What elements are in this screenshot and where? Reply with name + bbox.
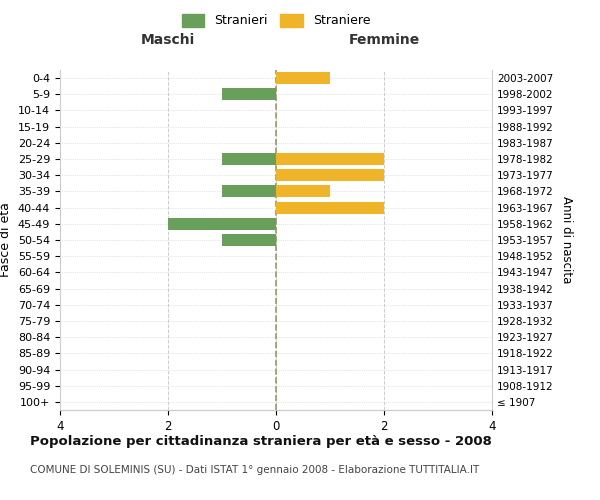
Text: Femmine: Femmine bbox=[349, 34, 419, 48]
Text: COMUNE DI SOLEMINIS (SU) - Dati ISTAT 1° gennaio 2008 - Elaborazione TUTTITALIA.: COMUNE DI SOLEMINIS (SU) - Dati ISTAT 1°… bbox=[30, 465, 479, 475]
Bar bbox=[276, 169, 384, 181]
Bar bbox=[222, 153, 276, 165]
Bar bbox=[222, 234, 276, 246]
Y-axis label: Fasce di età: Fasce di età bbox=[0, 202, 13, 278]
Text: Popolazione per cittadinanza straniera per età e sesso - 2008: Popolazione per cittadinanza straniera p… bbox=[30, 435, 492, 448]
Text: Maschi: Maschi bbox=[141, 34, 195, 48]
Bar bbox=[276, 153, 384, 165]
Bar bbox=[222, 186, 276, 198]
Bar bbox=[276, 186, 330, 198]
Y-axis label: Anni di nascita: Anni di nascita bbox=[560, 196, 573, 284]
Bar bbox=[168, 218, 276, 230]
Legend: Stranieri, Straniere: Stranieri, Straniere bbox=[177, 8, 375, 32]
Bar bbox=[276, 72, 330, 84]
Bar bbox=[276, 202, 384, 213]
Bar bbox=[222, 88, 276, 101]
